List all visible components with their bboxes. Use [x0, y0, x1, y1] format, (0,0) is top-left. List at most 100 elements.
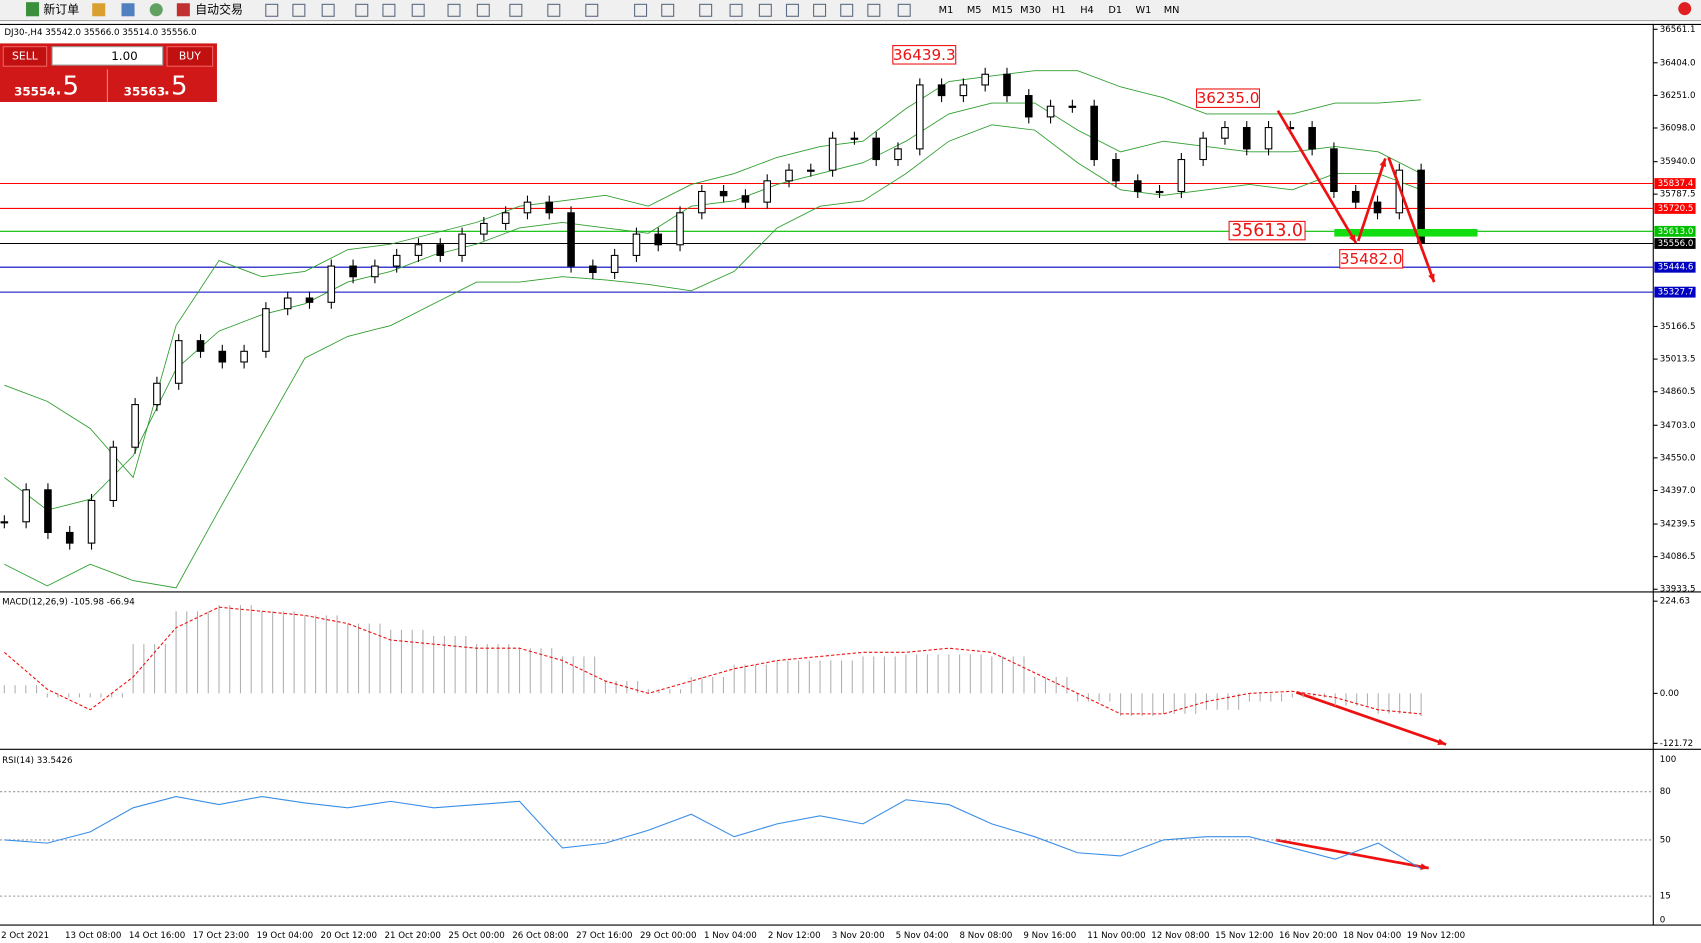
timeframe-button[interactable]: W1	[1135, 5, 1151, 16]
y-tick-label: 36098.0	[1660, 123, 1696, 133]
icon[interactable]	[92, 3, 106, 17]
tool-button[interactable]	[585, 3, 599, 17]
new-order-icon[interactable]	[26, 2, 40, 17]
candle	[480, 222, 488, 235]
tool-button[interactable]	[699, 3, 713, 17]
timeframe-button[interactable]: H4	[1080, 5, 1094, 16]
tool-button[interactable]	[840, 3, 854, 17]
tool-button[interactable]	[355, 3, 369, 17]
sell-button[interactable]	[2, 46, 48, 67]
candle	[0, 521, 9, 524]
buy-price-frac[interactable]: .5	[163, 71, 188, 101]
bollinger-band	[4, 70, 1422, 479]
timeframe-button[interactable]: M15	[992, 5, 1013, 16]
candle	[523, 201, 532, 214]
tool-button[interactable]	[509, 3, 523, 17]
tool-button[interactable]	[758, 3, 772, 17]
sell-price[interactable]: 35554	[14, 85, 55, 99]
candle	[850, 137, 859, 140]
trend-arrow	[1275, 838, 1429, 870]
tool-button[interactable]	[661, 3, 675, 17]
tool-button[interactable]	[729, 3, 743, 17]
candle	[589, 265, 597, 274]
tool-button[interactable]	[447, 3, 461, 17]
y-tick-label: 34086.5	[1660, 552, 1696, 562]
lot-value[interactable]: 1.00	[111, 49, 138, 63]
alert-badge	[1678, 2, 1692, 16]
tool-button[interactable]	[292, 3, 306, 17]
x-tick-label: 21 Oct 20:00	[384, 931, 440, 941]
candle	[1003, 73, 1011, 97]
y-tick-label: 100	[1660, 755, 1677, 765]
auto-trading[interactable]: 自动交易	[195, 2, 243, 16]
rsi-label: RSI(14) 33.5426	[2, 756, 72, 766]
icon[interactable]	[121, 3, 135, 17]
y-tick-label: 34860.5	[1660, 387, 1696, 397]
timeframe-button[interactable]: MN	[1164, 5, 1180, 16]
tool-button[interactable]	[265, 3, 279, 17]
tool-button[interactable]	[867, 3, 881, 17]
tool-button[interactable]	[634, 3, 648, 17]
lot-input[interactable]	[51, 46, 164, 66]
auto-trading-icon[interactable]	[176, 3, 190, 17]
tool-button[interactable]	[411, 3, 425, 17]
chart-header: DJ30-,H4 35542.0 35566.0 35514.0 35556.0	[4, 28, 196, 38]
x-tick-label: 3 Nov 20:00	[832, 931, 885, 941]
level-label: 35327.7	[1658, 288, 1694, 298]
candle	[392, 254, 401, 267]
candle	[763, 180, 772, 203]
trend-arrow	[1276, 109, 1358, 244]
x-tick-label: 20 Oct 12:00	[321, 931, 377, 941]
candle	[1330, 148, 1338, 193]
candle	[785, 169, 793, 182]
y-tick-label: 35166.5	[1660, 322, 1696, 332]
candle	[327, 265, 336, 303]
tool-button[interactable]	[813, 3, 827, 17]
tool-button[interactable]	[547, 3, 561, 17]
candle	[349, 265, 357, 278]
arrow-head	[1379, 158, 1387, 168]
new-order[interactable]: 新订单	[43, 2, 79, 16]
y-tick-label: 36404.0	[1660, 58, 1696, 68]
level-tag	[1654, 203, 1696, 214]
y-tick-label: -121.72	[1660, 739, 1693, 749]
sell-price-frac[interactable]: .5	[54, 71, 79, 101]
candle	[610, 254, 619, 274]
x-tick-label: 26 Oct 08:00	[512, 931, 568, 941]
candle	[458, 233, 466, 256]
candle	[44, 489, 52, 533]
tool-button[interactable]	[476, 3, 490, 17]
candle	[1264, 127, 1273, 150]
buy-button[interactable]	[166, 46, 214, 67]
tool-button[interactable]	[785, 3, 799, 17]
x-tick-label: 14 Oct 16:00	[129, 931, 185, 941]
x-tick-label: 27 Oct 16:00	[576, 931, 632, 941]
candle	[65, 531, 74, 544]
timeframe-button[interactable]: M30	[1020, 5, 1041, 16]
support-zone	[1334, 228, 1478, 237]
candle	[654, 233, 663, 246]
buy-label[interactable]: BUY	[179, 49, 201, 62]
timeframe-button[interactable]: D1	[1108, 5, 1122, 16]
candle	[632, 233, 641, 256]
candle	[87, 499, 96, 544]
y-tick-label: 224.63	[1660, 597, 1690, 607]
candle	[1373, 201, 1382, 214]
buy-price[interactable]: 35563	[124, 85, 165, 99]
annotation: 36235.0	[1197, 89, 1260, 107]
candle	[545, 201, 554, 214]
plot: 36561.1 36404.0 36251.0 36098.0 35940.0 35787…	[0, 25, 1696, 941]
candle	[937, 84, 946, 97]
tool-button[interactable]	[321, 3, 335, 17]
timeframe-button[interactable]: M5	[967, 5, 982, 16]
timeframe-button[interactable]: M1	[939, 5, 954, 16]
tool-button[interactable]	[382, 3, 396, 17]
tool-button[interactable]	[897, 3, 911, 17]
icon[interactable]	[149, 3, 163, 17]
timeframe-button[interactable]: H1	[1052, 5, 1066, 16]
candle	[1308, 127, 1316, 150]
x-tick-label: 11 Nov 00:00	[1087, 931, 1145, 941]
sell-label[interactable]: SELL	[12, 49, 38, 62]
candle	[1199, 137, 1207, 161]
